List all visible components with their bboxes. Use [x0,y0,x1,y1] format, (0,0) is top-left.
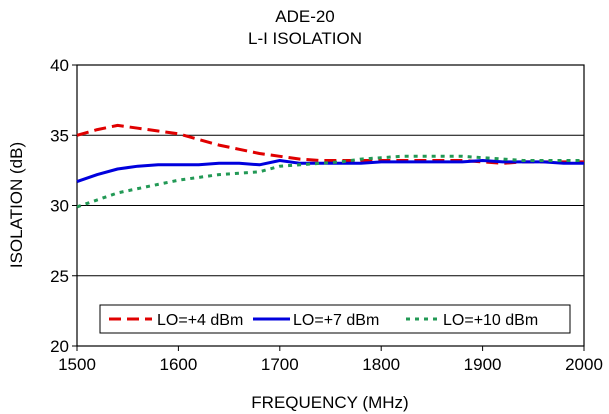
chart-subtitle: L-I ISOLATION [248,29,362,48]
legend-label-lo4: LO=+4 dBm [157,312,243,329]
legend-box [99,304,571,334]
x-tick-label: 1600 [159,355,197,374]
x-tick-label: 1900 [464,355,502,374]
y-tick-label: 20 [50,337,69,356]
x-tick-label: 2000 [565,355,603,374]
series-line-2 [76,159,584,184]
y-tick-label: 25 [50,267,69,286]
y-tick-label: 40 [50,56,69,75]
legend-label-lo7: LO=+7 dBm [293,312,379,329]
x-tick-label: 1800 [362,355,400,374]
legend: LO=+4 dBm LO=+7 dBm LO=+10 dBm [99,304,571,334]
legend-label-lo10: LO=+10 dBm [443,312,538,329]
chart-title: ADE-20 [275,7,335,26]
x-axis-label: FREQUENCY (MHz) [251,393,408,412]
x-tick-label: 1500 [58,355,96,374]
grid-layer [77,64,584,347]
tick-layer: 20 25 30 35 40 1500 1600 1700 1800 1900 2000 [50,56,603,374]
series-line-1 [76,123,584,165]
y-tick-label: 30 [50,197,69,216]
x-tick-label: 1700 [261,355,299,374]
y-axis-label: ISOLATION (dB) [7,142,26,268]
series-layer [76,123,584,209]
y-tick-label: 35 [50,126,69,145]
